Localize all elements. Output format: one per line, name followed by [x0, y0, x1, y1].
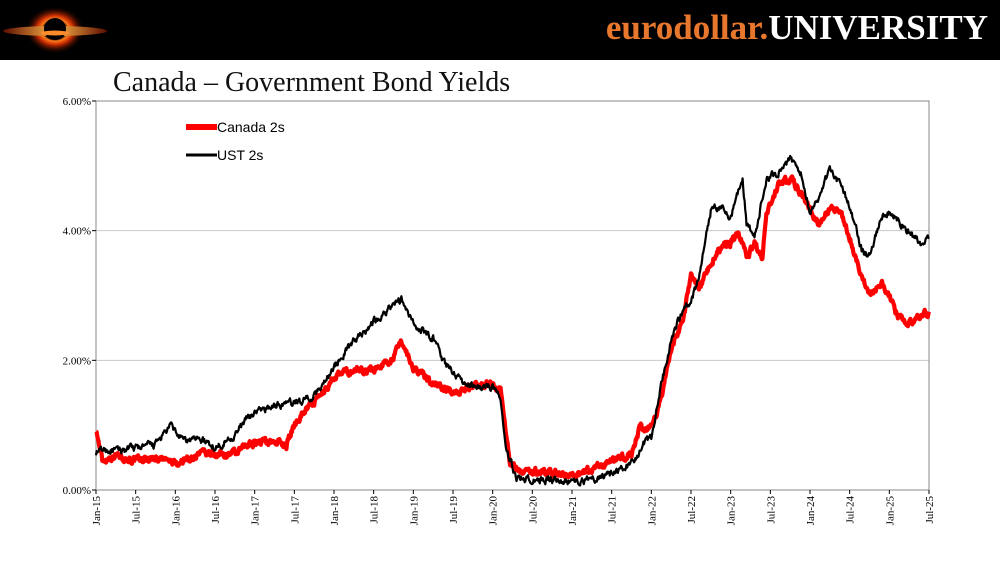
legend-label: UST 2s: [217, 147, 263, 163]
black-hole-logo-icon: [3, 6, 107, 54]
legend-label: Canada 2s: [217, 119, 285, 135]
x-tick-label: Jan-15: [91, 496, 103, 526]
brand-name-part1: eurodollar.: [605, 8, 769, 47]
series-line-canada-2s: [94, 174, 931, 480]
x-tick-label: Jul-16: [210, 496, 222, 524]
y-tick-label: 6.00%: [63, 96, 91, 108]
x-tick-label: Jul-23: [765, 496, 777, 524]
legend: Canada 2s UST 2s: [186, 119, 285, 163]
y-tick-label: 0.00%: [63, 485, 91, 497]
x-tick-label: Jul-17: [289, 496, 301, 524]
x-tick-label: Jul-20: [527, 496, 539, 524]
y-tick-label: 2.00%: [63, 355, 91, 367]
x-tick-label: Jul-21: [607, 496, 619, 524]
series-line-ust-2s: [94, 154, 930, 487]
x-tick-label: Jul-25: [924, 496, 936, 524]
header-banner: eurodollar.UNIVERSITY: [0, 0, 1000, 60]
y-tick-label: 4.00%: [63, 226, 91, 238]
x-tick-label: Jul-19: [448, 496, 460, 524]
x-tick-label: Jan-21: [567, 496, 579, 525]
x-tick-label: Jan-25: [884, 496, 896, 526]
x-tick-label: Jan-17: [250, 496, 262, 526]
x-tick-label: Jan-19: [408, 496, 420, 526]
brand-wordmark: eurodollar.UNIVERSITY: [606, 8, 988, 48]
series-lines: [94, 154, 931, 487]
x-tick-label: Jan-22: [646, 496, 658, 525]
x-tick-label: Jul-22: [686, 496, 698, 524]
brand-name-part2: UNIVERSITY: [768, 8, 988, 47]
x-tick-label: Jan-18: [329, 496, 341, 526]
plot-area-frame: [95, 100, 930, 491]
chart-title: Canada – Government Bond Yields: [113, 67, 511, 98]
x-axis-ticks: Jan-15 Jul-15 Jan-16 Jul-16 Jan-17 Jul-17 Jan-…: [91, 490, 936, 525]
x-tick-label: Jul-15: [131, 496, 143, 524]
x-tick-label: Jan-20: [488, 496, 500, 526]
x-tick-label: Jan-16: [170, 496, 182, 526]
x-tick-label: Jul-24: [845, 496, 857, 524]
y-axis-ticks: 0.00% 2.00% 4.00% 6.00%: [63, 96, 96, 497]
x-tick-label: Jan-24: [805, 496, 817, 526]
chart-gridlines: [96, 230, 929, 361]
x-tick-label: Jan-23: [726, 496, 738, 526]
x-tick-label: Jul-18: [369, 496, 381, 524]
